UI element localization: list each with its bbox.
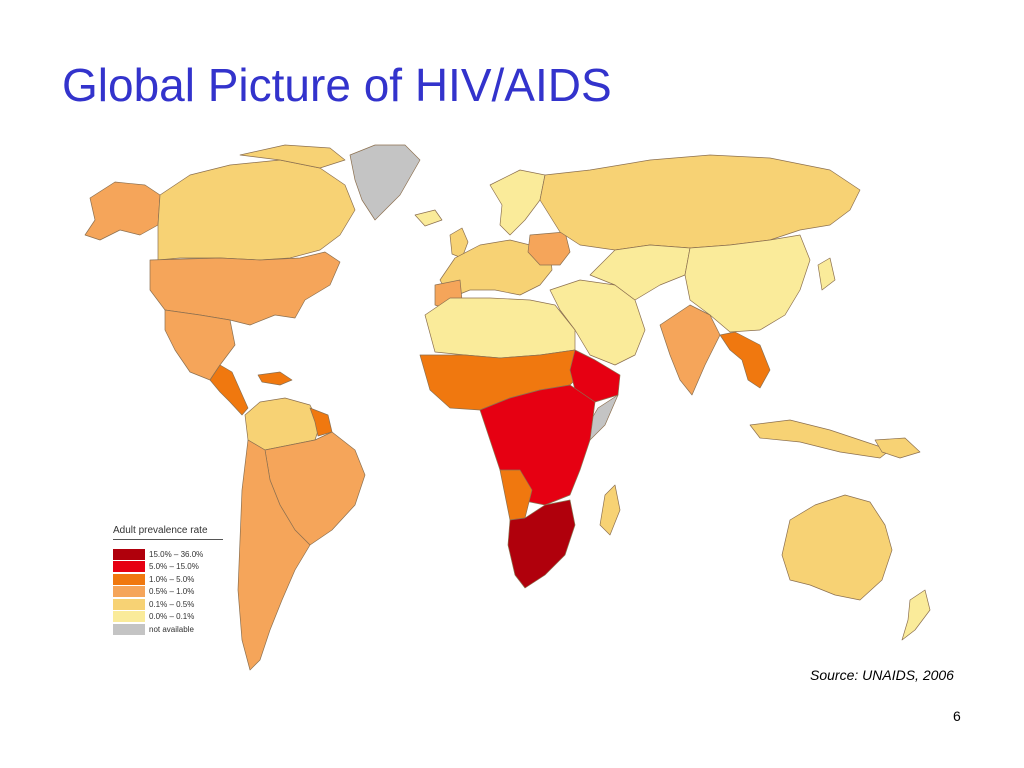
legend-title: Adult prevalence rate xyxy=(113,525,223,540)
region-australia xyxy=(781,494,893,601)
region-alaska xyxy=(84,181,161,241)
slide-number: 6 xyxy=(953,708,961,724)
region-india xyxy=(659,304,721,396)
legend-item: not available xyxy=(113,623,223,636)
legend-item: 1.0% – 5.0% xyxy=(113,573,223,586)
legend-item: 0.0% – 0.1% xyxy=(113,611,223,624)
region-china xyxy=(684,234,811,333)
legend-label: not available xyxy=(149,624,194,634)
region-japan xyxy=(817,257,836,291)
region-uk xyxy=(449,227,469,259)
legend-label: 5.0% – 15.0% xyxy=(149,562,199,572)
legend-item: 15.0% – 36.0% xyxy=(113,548,223,561)
region-southeast-asia xyxy=(719,331,771,389)
world-map xyxy=(84,144,931,671)
legend-swatch xyxy=(113,586,145,598)
region-north-africa xyxy=(424,297,576,359)
legend-swatch xyxy=(113,598,145,610)
region-central-africa xyxy=(479,384,596,506)
region-greenland xyxy=(349,144,421,221)
region-new-guinea xyxy=(874,437,921,459)
legend-item: 5.0% – 15.0% xyxy=(113,561,223,574)
legend-swatch xyxy=(113,611,145,623)
region-central-asia xyxy=(589,244,691,301)
legend-label: 0.1% – 0.5% xyxy=(149,599,195,609)
legend-swatch xyxy=(113,561,145,573)
legend-label: 15.0% – 36.0% xyxy=(149,549,204,559)
region-southern-cone xyxy=(237,439,311,671)
legend-swatch xyxy=(113,623,145,635)
region-canada xyxy=(157,159,356,261)
region-new-zealand xyxy=(901,589,931,641)
region-indonesia xyxy=(749,419,891,459)
region-arctic-islands xyxy=(239,144,346,169)
legend-label: 0.5% – 1.0% xyxy=(149,587,195,597)
region-scandinavia xyxy=(489,169,546,236)
region-iceland xyxy=(414,209,443,227)
legend: Adult prevalence rate 15.0% – 36.0% 5.0% … xyxy=(113,525,223,636)
legend-rows: 15.0% – 36.0% 5.0% – 15.0% 1.0% – 5.0% 0.5%… xyxy=(113,548,223,636)
source-note: Source: UNAIDS, 2006 xyxy=(810,667,954,683)
legend-item: 0.1% – 0.5% xyxy=(113,598,223,611)
region-caribbean xyxy=(257,371,293,386)
legend-item: 0.5% – 1.0% xyxy=(113,586,223,599)
slide-title: Global Picture of HIV/AIDS xyxy=(62,59,612,111)
region-guianas xyxy=(309,407,333,437)
region-western-europe xyxy=(439,239,553,299)
legend-label: 0.0% – 0.1% xyxy=(149,612,195,622)
legend-label: 1.0% – 5.0% xyxy=(149,574,195,584)
region-russia xyxy=(539,154,861,251)
region-horn-of-africa xyxy=(569,349,621,403)
region-southern-africa xyxy=(507,499,576,589)
region-central-america xyxy=(209,364,249,416)
region-madagascar xyxy=(599,484,621,536)
legend-swatch xyxy=(113,573,145,585)
legend-swatch xyxy=(113,548,145,560)
